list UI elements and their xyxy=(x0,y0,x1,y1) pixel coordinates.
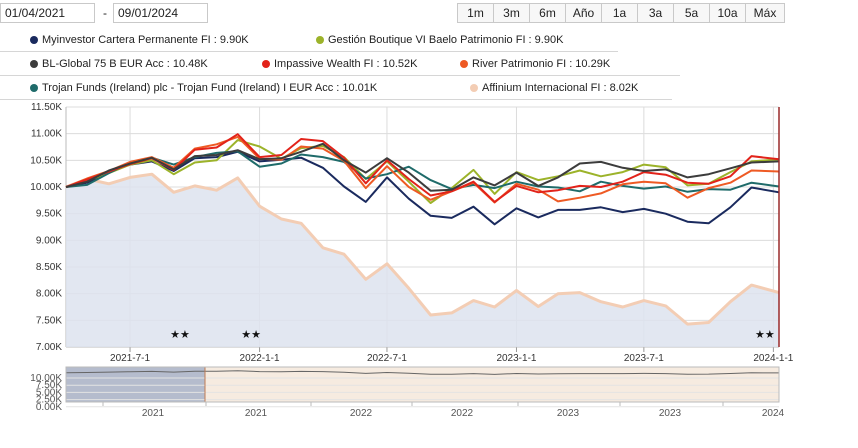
legend-dot-icon xyxy=(470,84,478,92)
series-line-5 xyxy=(65,133,780,203)
y-tick-label: 8.50K xyxy=(36,262,62,273)
rating-stars-icon: ★★ xyxy=(755,329,775,341)
navigator-year-label: 2021 xyxy=(245,408,268,419)
navigator-y-label: 5.00K xyxy=(36,387,62,398)
legend-label: Trojan Funds (Ireland) plc - Trojan Fund… xyxy=(42,82,378,94)
range-button-1m[interactable]: 1m xyxy=(457,3,494,23)
legend-item-baelo[interactable]: Gestión Boutique VI Baelo Patrimonio FI … xyxy=(316,34,563,46)
range-button-5y[interactable]: 5a xyxy=(673,3,710,23)
y-tick-label: 11.50K xyxy=(31,102,62,113)
x-tick-label: 2022-7-1 xyxy=(367,353,407,364)
x-tick-label: 2022-1-1 xyxy=(240,353,280,364)
y-tick-label: 11.00K xyxy=(31,129,62,140)
navigator-y-label: 2.50K xyxy=(36,395,62,406)
series-line-6 xyxy=(65,142,780,192)
navigator-year-label: 2022 xyxy=(451,408,474,419)
legend-dot-icon xyxy=(30,84,38,92)
navigator-year-label: 2022 xyxy=(350,408,373,419)
legend-row: BL-Global 75 B EUR Acc : 10.48K Impassiv… xyxy=(0,53,680,76)
rating-stars-icon: ★★ xyxy=(170,329,190,341)
range-button-10y[interactable]: 10a xyxy=(709,3,746,23)
range-button-3y[interactable]: 3a xyxy=(637,3,674,23)
legend-item-impassive[interactable]: Impassive Wealth FI : 10.52K xyxy=(262,58,417,70)
range-button-max[interactable]: Máx xyxy=(745,3,785,23)
x-tick-label: 2023-7-1 xyxy=(624,353,664,364)
legend-label: River Patrimonio FI : 10.29K xyxy=(472,58,611,70)
legend-dot-icon xyxy=(30,60,38,68)
date-to-input[interactable]: 09/01/2024 xyxy=(113,3,208,23)
navigator-year-label: 2023 xyxy=(557,408,580,419)
range-button-ytd[interactable]: Año xyxy=(565,3,602,23)
chart-legend: Myinvestor Cartera Permanente FI : 9.90K… xyxy=(0,29,680,104)
y-tick-label: 7.00K xyxy=(36,342,62,353)
navigator-y-label: 0.00K xyxy=(36,402,62,413)
rating-stars-icon: ★★ xyxy=(241,329,261,341)
y-tick-label: 7.50K xyxy=(36,315,62,326)
legend-item-bl-global[interactable]: BL-Global 75 B EUR Acc : 10.48K xyxy=(30,58,208,70)
legend-row: Trojan Funds (Ireland) plc - Trojan Fund… xyxy=(0,77,672,100)
series-line-0 xyxy=(65,172,780,326)
x-tick-label: 2023-1-1 xyxy=(496,353,536,364)
legend-dot-icon xyxy=(262,60,270,68)
legend-label: Impassive Wealth FI : 10.52K xyxy=(274,58,418,70)
x-tick-label: 2021-7-1 xyxy=(110,353,150,364)
y-tick-label: 8.00K xyxy=(36,289,62,300)
legend-item-affinium[interactable]: Affinium Internacional FI : 8.02K xyxy=(470,82,638,94)
legend-item-myinvestor[interactable]: Myinvestor Cartera Permanente FI : 9.90K xyxy=(30,34,249,46)
range-button-6m[interactable]: 6m xyxy=(529,3,566,23)
y-tick-label: 9.00K xyxy=(36,235,62,246)
y-tick-label: 10.00K xyxy=(30,182,62,193)
legend-item-river[interactable]: River Patrimonio FI : 10.29K xyxy=(460,58,610,70)
navigator-year-label: 2021 xyxy=(142,408,165,419)
area-affinium xyxy=(66,174,779,347)
date-from-input[interactable]: 01/04/2021 xyxy=(0,3,95,23)
range-selector: 1m 3m 6m Año 1a 3a 5a 10a Máx xyxy=(457,3,785,23)
legend-label: Affinium Internacional FI : 8.02K xyxy=(482,82,639,94)
y-tick-label: 10.50K xyxy=(30,155,62,166)
navigator-y-label: 7.50K xyxy=(36,380,62,391)
legend-label: BL-Global 75 B EUR Acc : 10.48K xyxy=(42,58,208,70)
legend-label: Myinvestor Cartera Permanente FI : 9.90K xyxy=(42,34,249,46)
navigator-year-label: 2023 xyxy=(659,408,682,419)
x-tick-label: 2024-1-1 xyxy=(753,353,793,364)
navigator-year-label: 2024 xyxy=(762,408,785,419)
y-tick-label: 9.50K xyxy=(36,209,62,220)
series-line-1 xyxy=(65,150,780,226)
legend-row: Myinvestor Cartera Permanente FI : 9.90K… xyxy=(0,29,618,52)
legend-dot-icon xyxy=(30,36,38,44)
legend-item-trojan[interactable]: Trojan Funds (Ireland) plc - Trojan Fund… xyxy=(30,82,377,94)
series-line-4 xyxy=(65,135,780,204)
navigator-y-label: 10.00K xyxy=(30,373,62,384)
navigator-series-line xyxy=(65,370,780,375)
legend-dot-icon xyxy=(460,60,468,68)
legend-dot-icon xyxy=(316,36,324,44)
legend-label: Gestión Boutique VI Baelo Patrimonio FI … xyxy=(328,34,564,46)
navigator-frame xyxy=(65,366,780,403)
date-separator: - xyxy=(103,6,107,20)
